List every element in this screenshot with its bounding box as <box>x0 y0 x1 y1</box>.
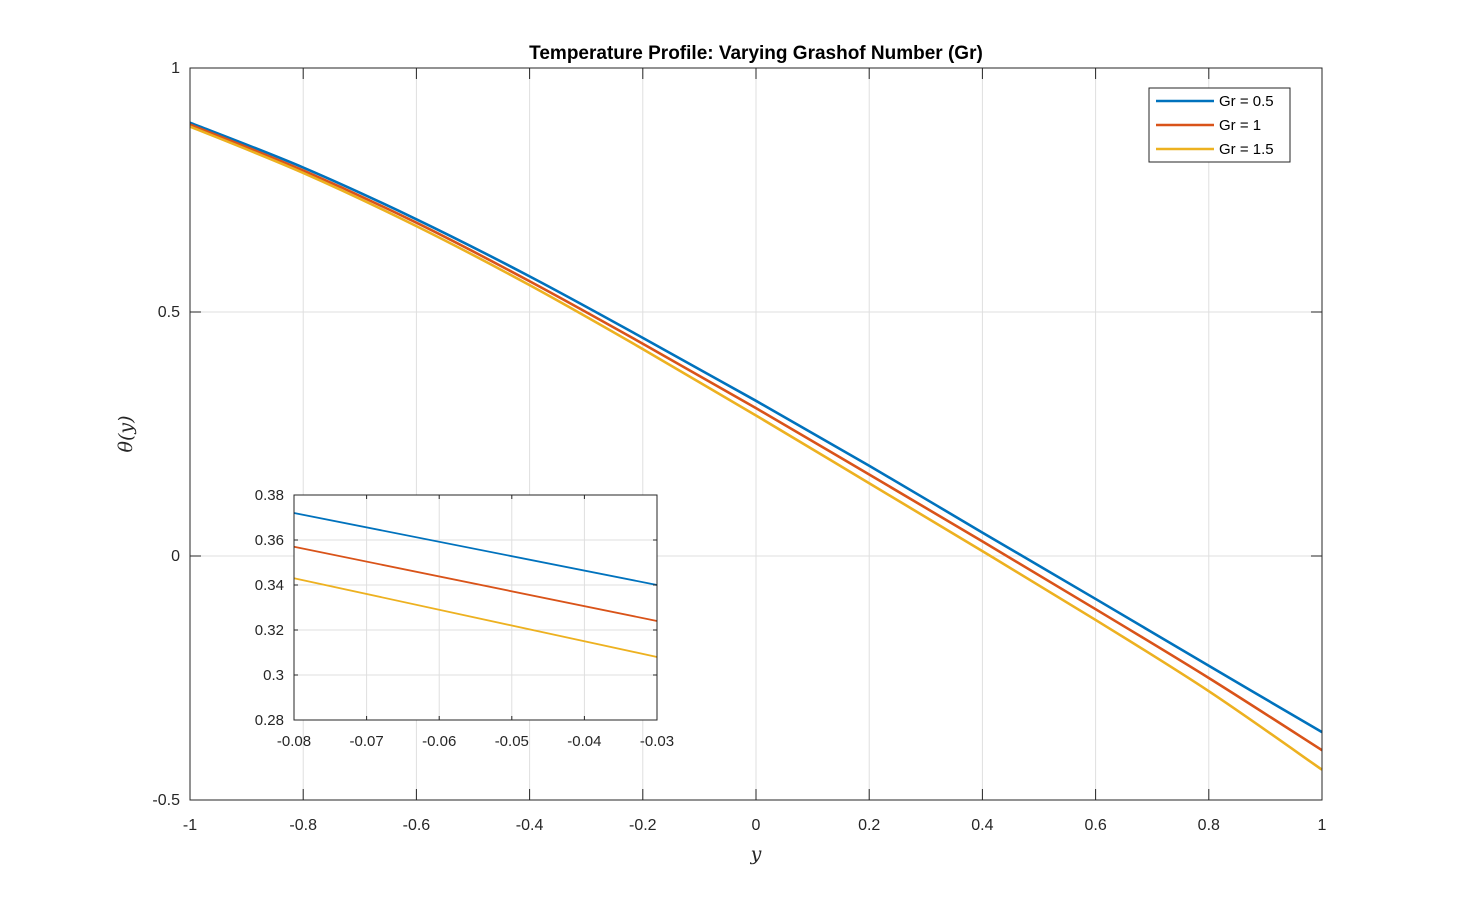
main-y-tick-label: 0 <box>171 548 180 565</box>
main-x-tick-label: -0.2 <box>629 817 657 834</box>
inset-y-tick-labels: 0.28 0.3 0.32 0.34 0.36 0.38 <box>255 487 284 729</box>
inset-x-tick-label: -0.04 <box>567 733 601 750</box>
main-x-tick-label: -0.4 <box>516 817 544 834</box>
inset-x-tick-label: -0.05 <box>495 733 529 750</box>
main-x-tick-label: 0.8 <box>1198 817 1220 834</box>
main-ticks <box>189 67 1323 801</box>
main-x-tick-label: 0 <box>752 817 761 834</box>
inset-y-tick-label: 0.34 <box>255 577 284 594</box>
legend: Gr = 0.5 Gr = 1 Gr = 1.5 <box>1148 87 1291 163</box>
inset-x-tick-label: -0.08 <box>277 733 311 750</box>
main-x-tick-labels: -1 -0.8 -0.6 -0.4 -0.2 0 0.2 0.4 0.6 0.8 1 <box>183 817 1327 834</box>
x-axis-label: y <box>750 843 762 865</box>
inset-series-line-3 <box>293 577 658 658</box>
inset-y-tick-label: 0.32 <box>255 622 284 639</box>
inset-series-lines <box>293 512 658 658</box>
legend-items: Gr = 0.5 Gr = 1 Gr = 1.5 <box>1156 93 1274 158</box>
main-y-tick-label: 0.5 <box>158 304 180 321</box>
main-x-tick-label: 1 <box>1318 817 1327 834</box>
chart-title: Temperature Profile: Varying Grashof Num… <box>529 43 983 64</box>
inset-x-tick-label: -0.07 <box>349 733 383 750</box>
inset-y-tick-label: 0.36 <box>255 532 284 549</box>
inset-x-tick-label: -0.03 <box>640 733 674 750</box>
inset-x-tick-labels: -0.08 -0.07 -0.06 -0.05 -0.04 -0.03 <box>277 733 674 750</box>
inset-ticks <box>293 494 658 721</box>
inset-axes-box <box>293 494 658 721</box>
inset-y-tick-label: 0.28 <box>255 712 284 729</box>
inset-y-tick-label: 0.38 <box>255 487 284 504</box>
main-y-tick-label: -0.5 <box>152 792 180 809</box>
main-x-tick-label: -0.6 <box>403 817 431 834</box>
main-y-tick-labels: -0.5 0 0.5 1 <box>152 60 180 809</box>
inset-series-line-1 <box>293 512 658 586</box>
y-axis-label: θ(y) <box>115 416 137 453</box>
main-series-line-3 <box>189 125 1323 771</box>
inset-axes: -0.08 -0.07 -0.06 -0.05 -0.04 -0.03 0.280.30.… <box>255 487 674 750</box>
main-series-line-2 <box>189 123 1323 752</box>
main-y-tick-label: 1 <box>171 60 180 77</box>
inset-series-line-2 <box>293 545 658 622</box>
main-x-tick-label: 0.4 <box>971 817 993 834</box>
main-x-tick-label: 0.2 <box>858 817 880 834</box>
legend-label-2: Gr = 1 <box>1219 117 1261 134</box>
inset-y-tick-label: 0.3 <box>263 667 284 684</box>
inset-x-tick-label: -0.06 <box>422 733 456 750</box>
main-x-tick-label: -0.8 <box>289 817 317 834</box>
legend-label-3: Gr = 1.5 <box>1219 141 1274 158</box>
legend-label-1: Gr = 0.5 <box>1219 93 1274 110</box>
main-series-line-1 <box>189 121 1323 734</box>
inset-plot-area <box>294 495 657 720</box>
main-x-tick-label: -1 <box>183 817 197 834</box>
main-series-lines <box>189 121 1323 771</box>
main-x-tick-label: 0.6 <box>1084 817 1106 834</box>
